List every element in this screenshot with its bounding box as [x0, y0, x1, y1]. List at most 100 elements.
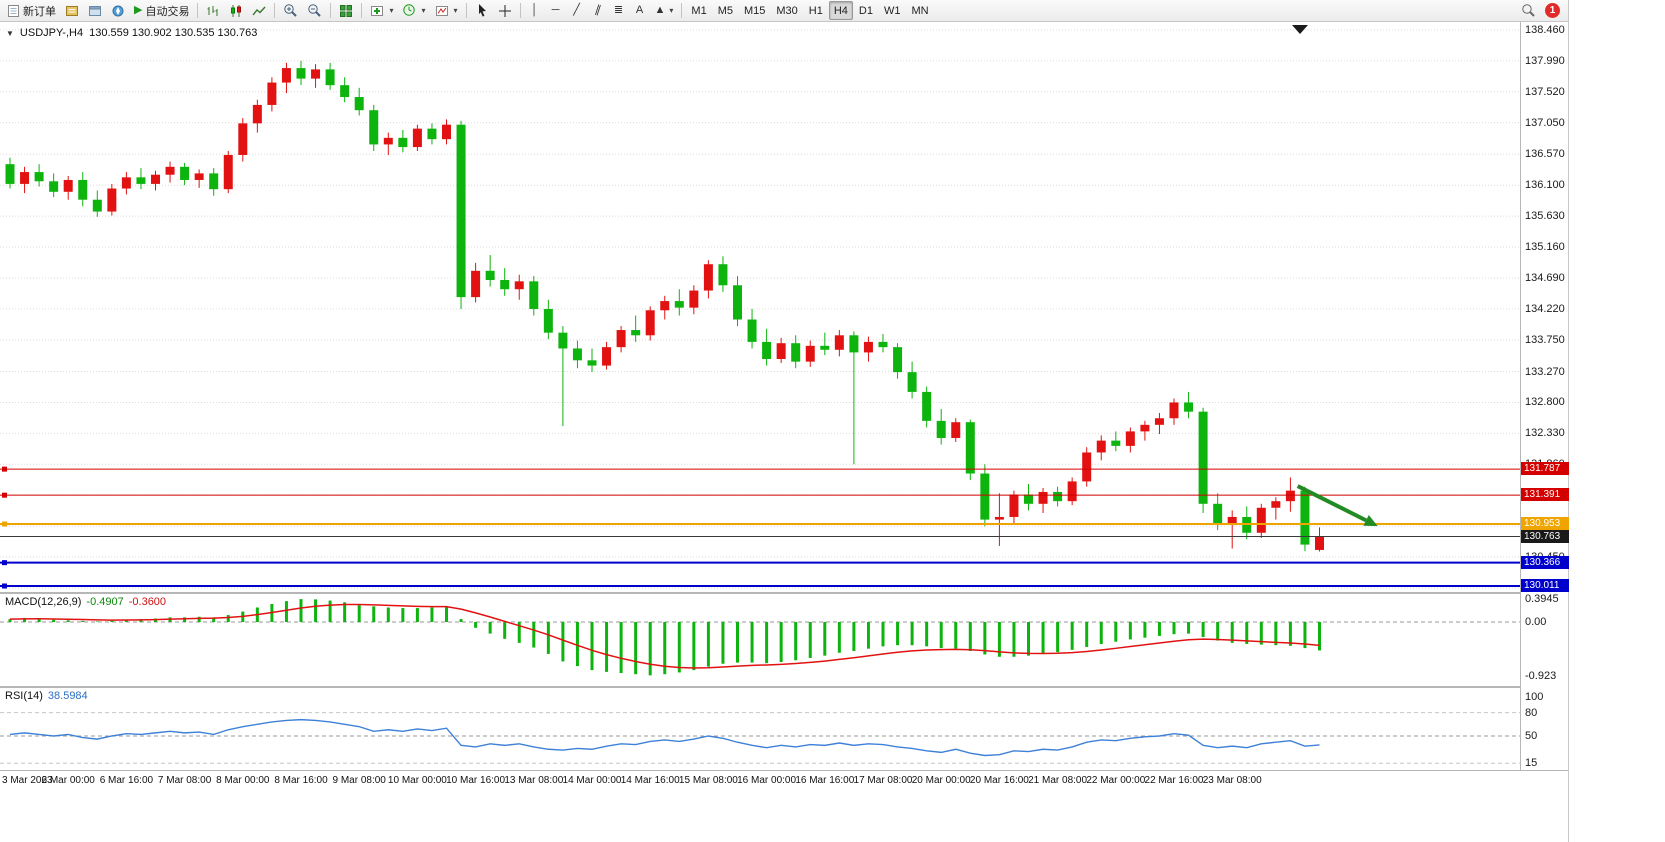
time-axis-label: 14 Mar 00:00 [562, 775, 622, 786]
toolbar-separator [465, 3, 467, 18]
candle [529, 276, 539, 316]
candle [922, 386, 932, 428]
vertical-line-tool[interactable]: │ [525, 1, 545, 20]
candle [572, 340, 582, 369]
macd-scale-label: 0.00 [1525, 616, 1547, 628]
data-window-button[interactable] [84, 1, 106, 20]
panel-separator[interactable] [0, 592, 1568, 594]
timeframe-mn[interactable]: MN [906, 1, 933, 20]
candle [5, 157, 15, 189]
macd-panel-canvas[interactable] [0, 594, 1520, 686]
timeframe-d1[interactable]: D1 [854, 1, 878, 20]
candle [340, 77, 350, 103]
timeframe-m15[interactable]: M15 [739, 1, 770, 20]
trendline-icon: ╱ [573, 4, 580, 16]
panel-separator[interactable] [0, 686, 1568, 688]
candle [78, 172, 88, 207]
rsi-scale-label: 100 [1525, 691, 1544, 703]
new-chart-dropdown[interactable]: ▾ [366, 1, 397, 20]
toolbar-separator [274, 3, 276, 18]
trend-arrow-head[interactable] [1363, 514, 1378, 527]
metatrader-window: 新订单 ▶ 自动交易 [0, 0, 1569, 842]
candle [34, 164, 44, 187]
time-axis-label: 16 Mar 00:00 [737, 775, 797, 786]
one-click-collapse-icon[interactable]: ▼ [6, 28, 14, 38]
market-watch-button[interactable] [61, 1, 83, 20]
tile-windows-button[interactable] [335, 1, 357, 20]
trend-arrow[interactable] [1296, 484, 1367, 523]
search-button[interactable] [1517, 1, 1540, 20]
time-axis-label: 16 Mar 16:00 [795, 775, 855, 786]
price-scale-label: 137.050 [1525, 116, 1565, 129]
candle [645, 306, 655, 341]
time-axis-label: 15 Mar 08:00 [678, 775, 738, 786]
timeframe-h1[interactable]: H1 [804, 1, 828, 20]
price-scale-label: 132.800 [1525, 396, 1565, 409]
text-tool[interactable]: A [630, 1, 650, 20]
price-scale-label: 135.630 [1525, 210, 1565, 223]
time-axis-label: 9 Mar 08:00 [332, 775, 386, 786]
candle [1082, 447, 1092, 487]
clock-icon [403, 4, 416, 16]
toolbar-separator [361, 3, 363, 18]
line-handle[interactable] [2, 560, 7, 566]
time-axis-label: 6 Mar 00:00 [41, 775, 95, 786]
trendline-tool[interactable]: ╱ [567, 1, 587, 20]
candle [718, 256, 728, 292]
time-axis-label: 23 Mar 08:00 [1202, 775, 1262, 786]
candle [1154, 412, 1164, 435]
candle [747, 308, 757, 349]
bar-chart-button[interactable] [202, 1, 224, 20]
candle [587, 348, 597, 373]
time-axis[interactable]: 3 Mar 2023 6 Mar 00:00 6 Mar 16:00 7 Mar 08… [0, 770, 1568, 791]
main-chart-canvas[interactable] [0, 22, 1520, 592]
periods-dropdown[interactable]: ▾ [398, 1, 429, 20]
new-order-button[interactable]: 新订单 [3, 1, 60, 20]
cursor-button[interactable] [471, 1, 493, 20]
chart-shift-marker[interactable] [1292, 25, 1308, 34]
candlestick-button[interactable] [225, 1, 247, 20]
zoom-in-button[interactable] [279, 1, 302, 20]
time-axis-label: 20 Mar 16:00 [969, 775, 1029, 786]
price-scale[interactable]: 138.460 137.990 137.520 137.050 136.570 136.1… [1521, 22, 1569, 770]
horizontal-line-tool[interactable]: ─ [546, 1, 566, 20]
line-handle[interactable] [2, 466, 7, 472]
timeframe-m5[interactable]: M5 [713, 1, 738, 20]
autotrading-button[interactable]: ▶ 自动交易 [130, 1, 193, 20]
timeframe-w1[interactable]: W1 [879, 1, 906, 20]
price-tag: 130.763 [1521, 529, 1569, 543]
candle [354, 87, 364, 116]
notification-badge[interactable]: 1 [1545, 3, 1560, 18]
candle [1198, 407, 1208, 514]
macd-signal-value: -0.3600 [128, 596, 167, 608]
indicators-dropdown[interactable]: ▾ [431, 1, 462, 20]
zoom-out-button[interactable] [303, 1, 326, 20]
line-handle[interactable] [2, 521, 7, 527]
candle [121, 172, 131, 195]
fibonacci-tool[interactable]: ≣ [609, 1, 629, 20]
line-chart-icon [252, 6, 266, 15]
candle [281, 62, 291, 94]
candle [325, 62, 335, 90]
timeframe-m1[interactable]: M1 [686, 1, 711, 20]
candle [1300, 486, 1310, 552]
line-handle[interactable] [2, 583, 7, 589]
line-chart-button[interactable] [248, 1, 270, 20]
line-handle[interactable] [2, 492, 7, 498]
timeframe-h4[interactable]: H4 [828, 1, 853, 20]
navigator-button[interactable] [107, 1, 129, 20]
time-axis-label: 22 Mar 16:00 [1144, 775, 1204, 786]
rsi-panel-canvas[interactable] [0, 688, 1520, 770]
rsi-label: RSI(14) [5, 690, 43, 702]
timeframe-m30[interactable]: M30 [771, 1, 802, 20]
channel-tool[interactable]: ∥ [588, 1, 608, 20]
macd-signal-line [9, 603, 1320, 669]
candle [383, 132, 393, 155]
candle [209, 168, 219, 196]
candle [252, 99, 262, 133]
crosshair-button[interactable] [494, 1, 516, 20]
price-scale-label: 134.690 [1525, 272, 1565, 285]
shapes-dropdown[interactable]: ▲ ▾ [651, 1, 678, 20]
time-axis-label: 13 Mar 08:00 [504, 775, 564, 786]
candle [1140, 420, 1150, 441]
